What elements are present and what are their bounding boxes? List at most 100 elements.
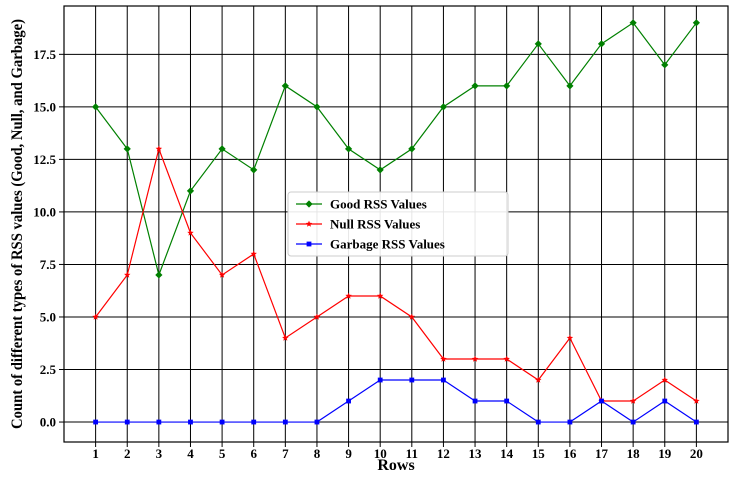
data-point — [376, 292, 384, 299]
data-point — [408, 145, 416, 153]
series-2 — [92, 145, 700, 404]
data-point — [92, 313, 99, 320]
data-point — [346, 398, 351, 404]
data-point — [662, 398, 668, 404]
data-point — [535, 376, 542, 383]
x-tick-label: 20 — [690, 446, 703, 461]
data-point — [599, 398, 604, 404]
data-point — [629, 19, 637, 27]
data-point — [566, 82, 574, 90]
legend: Good RSS Values Null RSS Values Garbage RS… — [287, 191, 509, 257]
data-point — [472, 398, 478, 404]
data-point — [345, 292, 352, 299]
x-tick-label: 3 — [156, 446, 163, 461]
data-point — [693, 397, 700, 404]
data-point — [693, 419, 699, 425]
data-point — [661, 376, 668, 383]
data-point — [377, 377, 383, 383]
legend-marker — [305, 220, 313, 227]
data-point — [629, 397, 637, 404]
data-point — [124, 419, 130, 425]
data-point — [187, 229, 194, 236]
data-point — [503, 82, 511, 90]
data-point — [630, 419, 636, 425]
data-point — [218, 271, 226, 278]
y-tick-label: 5.0 — [40, 309, 56, 324]
data-point — [344, 145, 353, 153]
x-tick-label: 1 — [92, 446, 99, 461]
y-tick-label: 17.5 — [33, 47, 56, 62]
legend-label: Good RSS Values — [330, 197, 427, 212]
data-point — [567, 419, 573, 425]
x-tick-label: 7 — [282, 446, 289, 461]
x-tick-label: 11 — [406, 446, 418, 461]
legend-label: Garbage RSS Values — [330, 237, 445, 252]
data-point — [313, 313, 321, 320]
data-point — [251, 419, 257, 425]
x-tick-label: 6 — [250, 446, 257, 461]
x-tick-label: 12 — [437, 446, 450, 461]
y-tick-label: 15.0 — [33, 99, 56, 114]
legend-box — [287, 191, 509, 257]
x-tick-label: 8 — [314, 446, 321, 461]
data-point — [155, 145, 163, 152]
series-line — [95, 21, 697, 277]
plot-frame — [63, 5, 729, 443]
series-line — [95, 379, 697, 423]
x-tick-label: 19 — [658, 446, 672, 461]
data-point — [504, 398, 510, 404]
x-tick-label: 5 — [219, 446, 226, 461]
data-point — [661, 61, 669, 69]
y-axis-title: Count of different types of RSS values (… — [9, 19, 26, 429]
data-point — [282, 334, 289, 341]
legend-label: Null RSS Values — [330, 217, 420, 232]
data-point — [282, 419, 288, 425]
x-tick-label: 9 — [345, 446, 352, 461]
x-tick-label: 15 — [532, 446, 546, 461]
x-tick-label: 13 — [469, 446, 483, 461]
data-point — [441, 377, 446, 383]
data-point — [409, 377, 415, 383]
x-tick-label: 14 — [500, 446, 514, 461]
y-tick-label: 2.5 — [40, 362, 57, 377]
legend-marker — [305, 200, 313, 208]
data-point — [534, 40, 542, 48]
y-tick-label: 0.0 — [40, 415, 56, 430]
data-point — [156, 419, 162, 425]
data-point — [188, 419, 193, 425]
series-layer — [92, 19, 700, 425]
x-tick-label: 2 — [124, 446, 131, 461]
data-point — [439, 103, 448, 111]
data-point — [597, 40, 606, 48]
data-point — [535, 419, 541, 425]
data-point — [186, 187, 195, 195]
series-3 — [93, 377, 699, 425]
y-tick-label: 12.5 — [33, 152, 56, 167]
x-tick-label: 10 — [374, 446, 387, 461]
data-point — [124, 271, 131, 278]
data-point — [471, 355, 479, 362]
data-point — [250, 166, 258, 174]
data-point — [250, 250, 257, 257]
data-point — [408, 313, 416, 320]
series-1 — [92, 19, 700, 279]
legend-marker — [306, 241, 312, 247]
data-point — [93, 419, 99, 425]
data-point — [281, 82, 289, 90]
x-tick-label: 18 — [627, 446, 641, 461]
data-point — [376, 166, 384, 174]
y-tick-label: 10.0 — [33, 204, 56, 219]
x-tick-label: 16 — [563, 446, 577, 461]
data-point — [219, 419, 225, 425]
data-point — [566, 334, 574, 341]
series-line — [95, 146, 697, 402]
x-axis-title: Rows — [377, 457, 414, 474]
data-point — [155, 271, 163, 279]
axis-ticks: 1 2 3 4 5 6 7 8 9 10 11 12 13 14 15 16 17 18 19 200.02.55.0… — [33, 47, 703, 461]
data-point — [692, 19, 700, 27]
data-point — [314, 419, 320, 425]
data-point — [471, 82, 479, 90]
data-point — [218, 145, 226, 153]
